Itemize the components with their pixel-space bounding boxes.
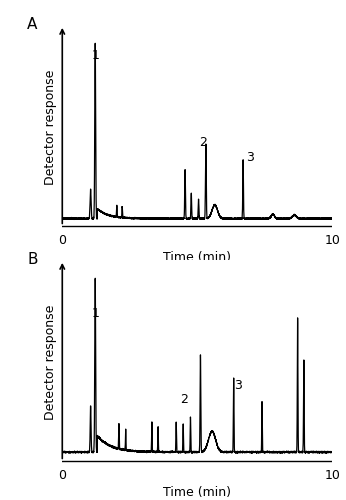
Text: 1: 1 (92, 48, 100, 62)
X-axis label: Time (min): Time (min) (163, 252, 231, 264)
Text: 3: 3 (234, 379, 242, 392)
Text: B: B (27, 252, 38, 267)
Text: 1: 1 (92, 308, 100, 320)
Text: 2: 2 (180, 394, 188, 406)
Text: 3: 3 (246, 151, 254, 164)
Text: 2: 2 (199, 136, 207, 149)
Y-axis label: Detector response: Detector response (44, 70, 57, 185)
X-axis label: Time (min): Time (min) (163, 486, 231, 500)
Text: A: A (27, 17, 38, 32)
Y-axis label: Detector response: Detector response (44, 305, 57, 420)
